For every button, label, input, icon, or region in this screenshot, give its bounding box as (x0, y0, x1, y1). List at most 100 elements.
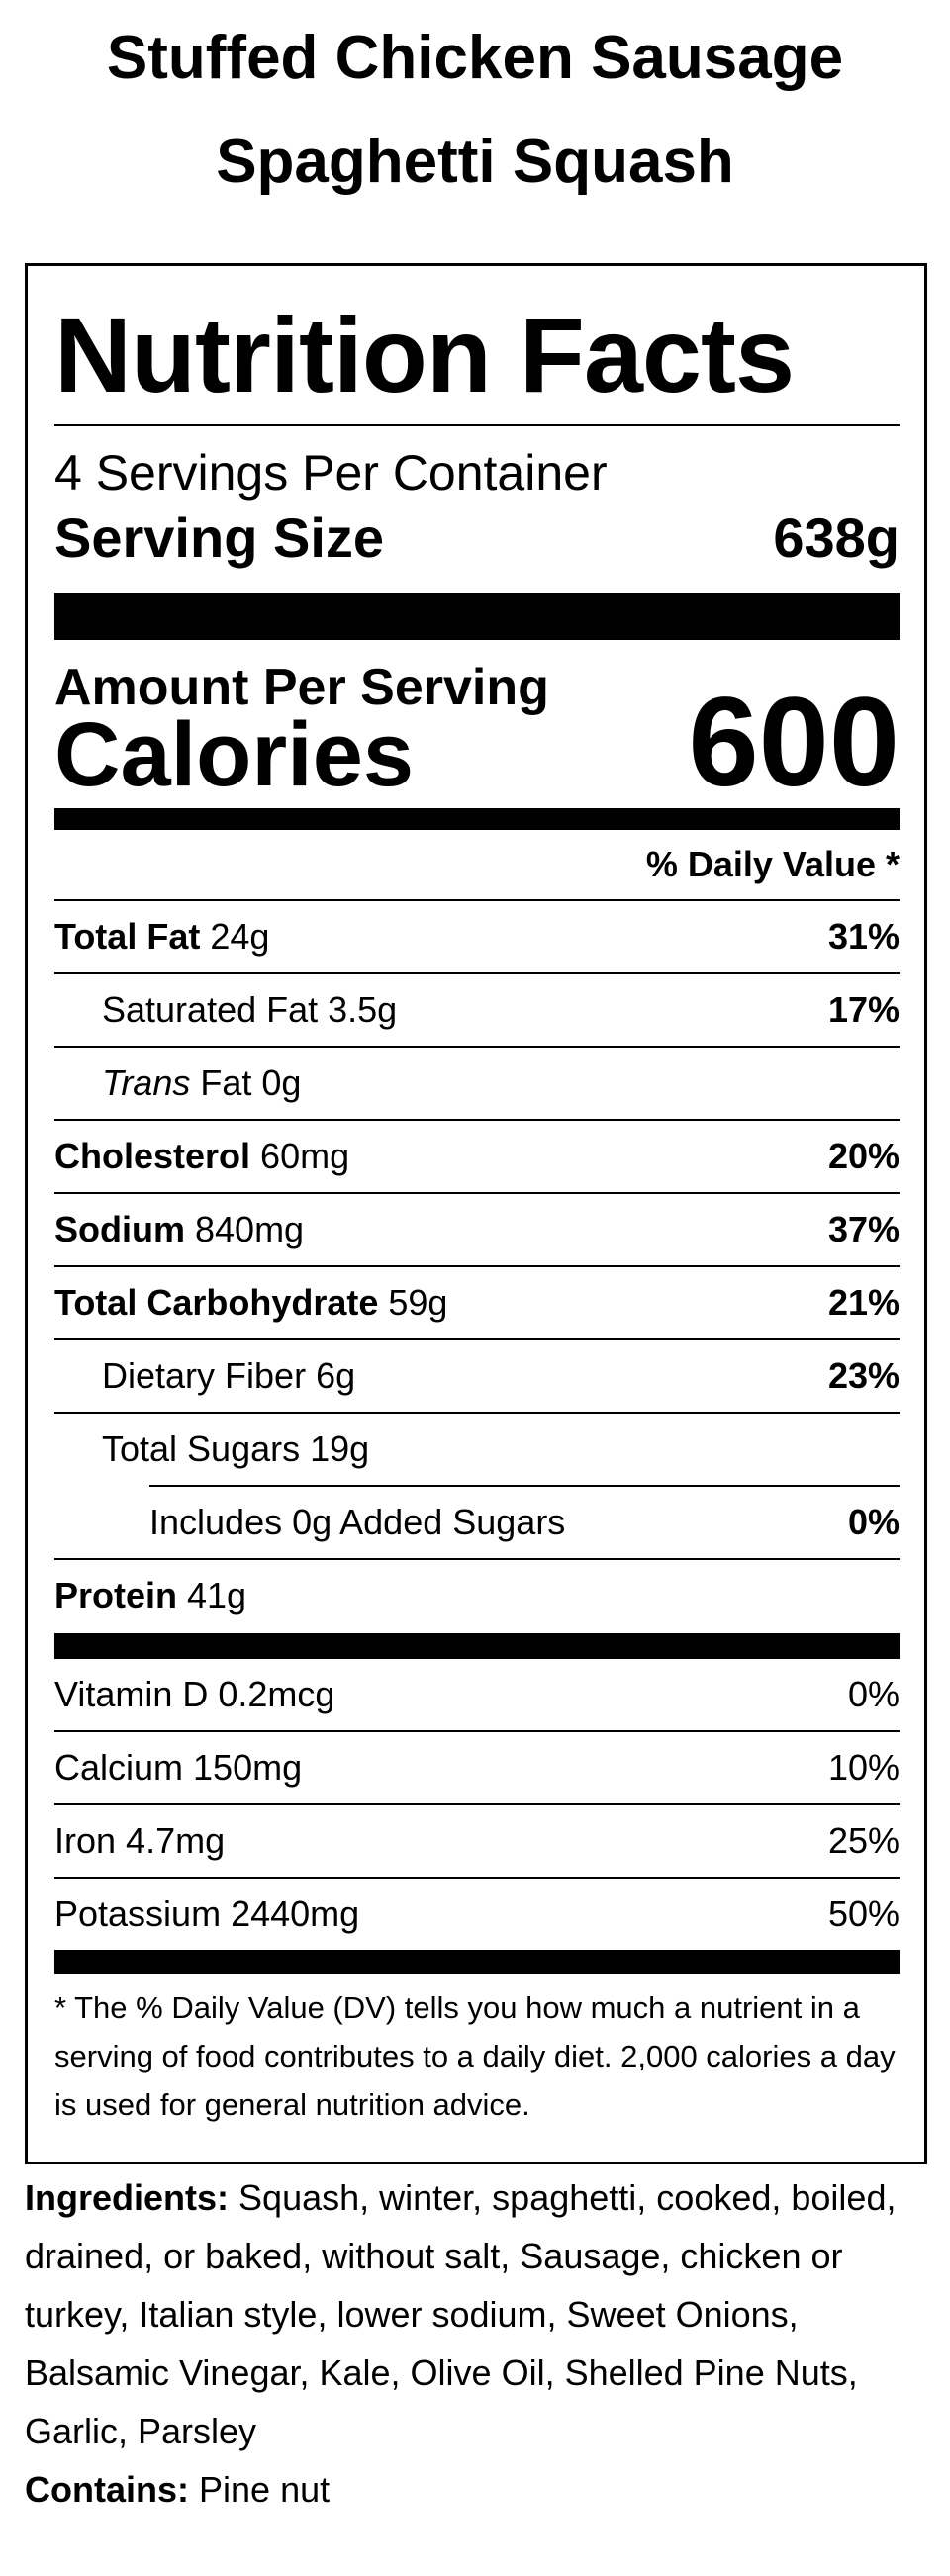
nutrient-left: Total Sugars 19g (102, 1428, 369, 1470)
nutrient-dv: 17% (827, 989, 900, 1030)
ingredients-label: Ingredients: (25, 2177, 230, 2218)
divider (54, 1119, 900, 1121)
nutrient-left: Potassium 2440mg (54, 1893, 359, 1935)
nutrient-row: Includes 0g Added Sugars 0% (54, 1487, 900, 1558)
divider (54, 1192, 900, 1194)
nutrient-dv: 50% (827, 1893, 900, 1934)
nutrition-label: Nutrition Facts 4 Servings Per Container… (25, 263, 927, 2164)
divider (149, 1485, 900, 1487)
thick-bar (54, 808, 900, 830)
servings: 4 Servings Per Container (54, 445, 608, 501)
nutrient-name: Iron (54, 1820, 117, 1861)
nutrient-row: Total Carbohydrate 59g 21% (54, 1267, 900, 1338)
contains: Contains: Pine nut (25, 2460, 930, 2519)
nutrient-dv: 10% (827, 1747, 900, 1788)
nutrient-left: Iron 4.7mg (54, 1820, 225, 1862)
thick-bar (54, 1950, 900, 1974)
ingredients-text: Squash, winter, spaghetti, cooked, boile… (25, 2177, 897, 2451)
page: {"title": "Stuffed Chicken Sausage Spagh… (0, 6, 950, 2576)
nutrient-name: Vitamin D (54, 1674, 209, 1714)
nutrient-row: Calcium 150mg 10% (54, 1732, 900, 1803)
nutrient-amount: 150mg (193, 1747, 303, 1788)
nutrient-row: Saturated Fat 3.5g 17% (54, 974, 900, 1046)
nutrient-amount: 3.5g (328, 989, 398, 1030)
divider (54, 424, 900, 426)
nutrient-name: Potassium (54, 1893, 222, 1934)
recipe-title: Stuffed Chicken Sausage Spaghetti Squash (106, 24, 844, 196)
nutrient-amount: 4.7mg (126, 1820, 226, 1861)
nutrient-row: Iron 4.7mg 25% (54, 1805, 900, 1877)
serving-size-row: Serving Size 638g (54, 506, 900, 571)
divider (54, 1730, 900, 1732)
nutrient-left: Vitamin D 0.2mcg (54, 1674, 334, 1715)
calories: 600 (688, 672, 900, 813)
nutrient-row: Vitamin D 0.2mcg 0% (54, 1659, 900, 1730)
nutrient-dv: 37% (827, 1209, 900, 1249)
divider (54, 1803, 900, 1805)
nutrient-name: Total Sugars (102, 1428, 301, 1469)
nutrient-name: Fat (200, 1062, 252, 1103)
nutrient-name: Includes 0g Added Sugars (149, 1502, 566, 1542)
nutrient-dv: 0% (847, 1674, 900, 1714)
nutrient-amount: 60mg (260, 1136, 350, 1176)
contains-text: Pine nut (199, 2469, 331, 2510)
nutrient-dv: 23% (827, 1355, 900, 1396)
nutrient-left: Total Fat 24g (54, 916, 269, 958)
divider (54, 972, 900, 974)
nutrient-row: Dietary Fiber 6g 23% (54, 1340, 900, 1412)
thick-bar (54, 1633, 900, 1659)
nutrient-name: Dietary Fiber (102, 1355, 307, 1396)
divider (54, 1877, 900, 1879)
nutrient-amount: 0g (261, 1062, 302, 1103)
nutrient-name: Total Fat (54, 916, 201, 957)
nutrient-dv: 21% (827, 1282, 900, 1323)
nutrient-left: Saturated Fat 3.5g (102, 989, 397, 1031)
divider (54, 1046, 900, 1048)
label-content: Nutrition Facts 4 Servings Per Container… (54, 266, 900, 2129)
nutrient-amount: 6g (316, 1355, 356, 1396)
nutrient-dv: 31% (827, 916, 900, 957)
nutrient-left: Protein 41g (54, 1575, 246, 1616)
nutrient-name: Protein (54, 1575, 178, 1615)
calories-row: Calories 600 (54, 680, 900, 806)
calories-label: Calories (54, 704, 415, 805)
nutrient-amount: 24g (210, 916, 270, 957)
nutrient-left: Dietary Fiber 6g (102, 1355, 355, 1397)
nutrient-row: Potassium 2440mg 50% (54, 1879, 900, 1950)
nutrient-name: Saturated Fat (102, 989, 319, 1030)
ingredients-block: Ingredients: Squash, winter, spaghetti, … (25, 2168, 930, 2519)
serving-size: 638g (773, 506, 900, 569)
nutrient-row: Total Fat 24g 31% (54, 901, 900, 972)
nutrient-name: Sodium (54, 1209, 185, 1249)
nutrient-amount: 59g (388, 1282, 448, 1323)
footnote: * The % Daily Value (DV) tells you how m… (54, 1990, 896, 2122)
contains-label: Contains: (25, 2469, 189, 2510)
nutrient-name: Cholesterol (54, 1136, 251, 1176)
nutrient-dv: 20% (827, 1136, 900, 1176)
nutrient-row: Total Sugars 19g (54, 1414, 900, 1485)
nutrient-row: Protein 41g (54, 1560, 900, 1631)
nutrient-left: Cholesterol 60mg (54, 1136, 349, 1177)
label-heading: Nutrition Facts (54, 295, 795, 414)
nutrient-amount: 41g (187, 1575, 247, 1615)
nutrient-row: Sodium 840mg 37% (54, 1194, 900, 1265)
nutrient-amount: 19g (310, 1428, 370, 1469)
serving-size-label: Serving Size (54, 506, 385, 569)
nutrient-left: Sodium 840mg (54, 1209, 304, 1250)
nutrient-name: Calcium (54, 1747, 184, 1788)
nutrient-dv: 25% (827, 1820, 900, 1861)
nutrient-left: Calcium 150mg (54, 1747, 302, 1789)
nutrient-amount: 2440mg (231, 1893, 360, 1934)
nutrient-row: Cholesterol 60mg 20% (54, 1121, 900, 1192)
amount-label: Amount Per Serving (54, 659, 549, 716)
nutrient-row: Trans Fat 0g (54, 1048, 900, 1119)
nutrient-dv: 0% (847, 1502, 900, 1542)
nutrients: Total Fat 24g 31% Saturated Fat 3.5g 17% Trans… (54, 901, 900, 1631)
nutrient-left: Includes 0g Added Sugars (149, 1502, 565, 1543)
nutrient-italic: Trans (102, 1062, 191, 1103)
nutrient-amount: 0.2mcg (218, 1674, 335, 1714)
vitamins: Vitamin D 0.2mcg 0% Calcium 150mg 10% Iron 4.7m… (54, 1659, 900, 1950)
thick-bar (54, 593, 900, 640)
nutrient-left: Trans Fat 0g (102, 1062, 301, 1104)
divider (54, 1558, 900, 1560)
